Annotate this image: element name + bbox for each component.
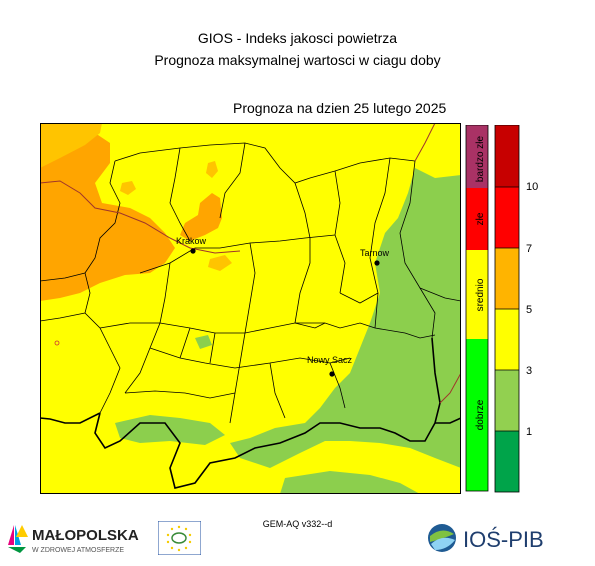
legend-scale-3-5 bbox=[495, 309, 519, 370]
forecast-date: Prognoza na dzien 25 lutego 2025 bbox=[233, 100, 447, 116]
model-version: GEM-AQ v332--d bbox=[262, 519, 333, 529]
legend-category-zle bbox=[466, 188, 488, 250]
map-frame bbox=[40, 123, 461, 494]
legend-tick-7: 7 bbox=[526, 243, 532, 255]
map-region-orange-west bbox=[40, 123, 102, 168]
map-region-orange-patch-2 bbox=[120, 181, 136, 195]
legend-tick-10: 10 bbox=[526, 181, 538, 193]
legend-scale-5-7 bbox=[495, 248, 519, 309]
legend-label-zle: złe bbox=[475, 212, 486, 225]
legend-scale-0-1 bbox=[495, 431, 519, 492]
map-region-green-east bbox=[230, 168, 461, 468]
malopolska-logo-subtext: W ZDROWEJ ATMOSFERZE bbox=[32, 547, 124, 554]
legend-category-dobrze bbox=[466, 339, 488, 491]
legend-label-dobrze: dobrze bbox=[475, 399, 486, 430]
map-region-green-south-2 bbox=[280, 471, 420, 494]
malopolska-logo-text: MAŁOPOLSKA bbox=[32, 527, 139, 544]
ios-pib-logo: IOŚ-PIB bbox=[428, 524, 544, 552]
city-tarnow: Tarnow bbox=[360, 248, 390, 266]
air-quality-map: Krakow Tarnow Nowy Sacz bbox=[40, 123, 461, 494]
national-border bbox=[40, 123, 461, 404]
ios-pib-logo-text: IOŚ-PIB bbox=[463, 527, 544, 552]
legend: bardzo złe złe srednio dobrze 10 7 5 3 1 bbox=[465, 125, 538, 493]
city-marker bbox=[190, 248, 196, 254]
legend-tick-3: 3 bbox=[526, 365, 532, 377]
city-label-krakow: Krakow bbox=[176, 236, 207, 246]
legend-tick-1: 1 bbox=[526, 426, 532, 438]
county-boundaries bbox=[40, 142, 461, 424]
legend-scale-10plus bbox=[495, 125, 519, 187]
legend-scale-frame bbox=[494, 125, 520, 493]
city-marker bbox=[374, 260, 380, 266]
map-region-orange-patch-1 bbox=[206, 161, 218, 178]
legend-label-bardzo-zle: bardzo złe bbox=[475, 135, 486, 182]
map-region-green-patch bbox=[195, 335, 212, 349]
city-marker bbox=[329, 371, 335, 377]
legend-tick-5: 5 bbox=[526, 304, 532, 316]
legend-category-frame bbox=[465, 125, 489, 492]
map-region-orange-patch-3 bbox=[208, 255, 232, 271]
life-icon bbox=[171, 532, 187, 544]
chart-title: GIOS - Indeks jakosci powietrza bbox=[197, 30, 398, 46]
legend-scale-1-3 bbox=[495, 370, 519, 431]
location-marker-small bbox=[54, 340, 60, 346]
legend-category-srednio bbox=[466, 250, 488, 339]
city-label-nowy-sacz: Nowy Sacz bbox=[307, 355, 353, 365]
region-boundary bbox=[40, 337, 461, 489]
chart-subtitle: Prognoza maksymalnej wartosci w ciagu do… bbox=[154, 52, 441, 68]
city-label-tarnow: Tarnow bbox=[360, 248, 390, 258]
legend-category-bardzo-zle bbox=[466, 125, 488, 188]
legend-scale-7-10 bbox=[495, 187, 519, 248]
map-region-orange-krakow bbox=[180, 193, 222, 241]
malopolska-logo: MAŁOPOLSKA W ZDROWEJ ATMOSFERZE bbox=[8, 525, 139, 554]
eu-life-logo bbox=[158, 521, 201, 555]
city-krakow: Krakow bbox=[176, 236, 207, 254]
legend-label-srednio: srednio bbox=[475, 278, 486, 311]
map-region-dark-orange bbox=[40, 123, 175, 301]
city-nowy-sacz: Nowy Sacz bbox=[307, 355, 353, 377]
